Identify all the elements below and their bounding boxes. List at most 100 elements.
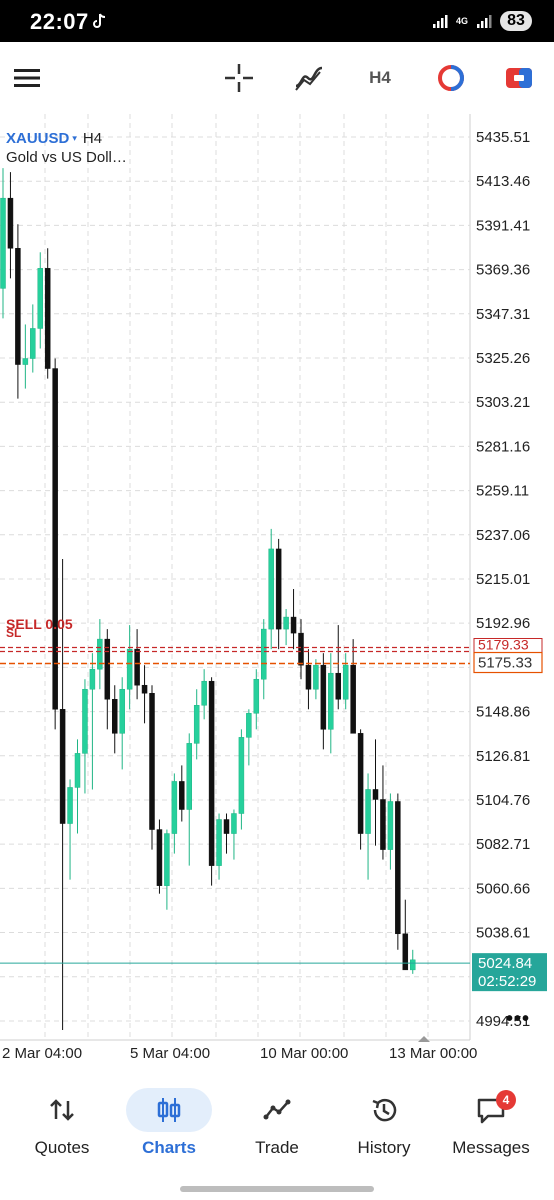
candle-bull: [246, 713, 252, 738]
candle-bull: [283, 616, 289, 630]
candle-bear: [134, 648, 140, 686]
price-axis-label: 5391.41: [476, 217, 530, 234]
candle-bear: [44, 268, 51, 369]
candle-bull: [22, 358, 29, 365]
price-axis-label: 5259.11: [476, 483, 529, 500]
nav-history[interactable]: History: [329, 1084, 439, 1174]
sell-order-label[interactable]: SELL 0.05: [6, 616, 73, 632]
one-click-trade-button[interactable]: [502, 58, 536, 98]
objects-icon: [438, 65, 464, 91]
candle-bull: [74, 753, 81, 788]
candle-bear: [156, 829, 163, 886]
nav-messages[interactable]: 4 Messages: [436, 1084, 546, 1174]
price-axis-label: 5369.36: [476, 262, 530, 279]
crosshair-button[interactable]: [222, 58, 256, 98]
nav-quotes-label: Quotes: [34, 1138, 90, 1157]
crosshair-icon: [225, 64, 253, 92]
quotes-icon: [50, 1099, 74, 1121]
price-axis-label: 5281.16: [476, 438, 530, 455]
candle-bull: [119, 688, 125, 734]
timeframe-button[interactable]: H4: [360, 58, 400, 98]
candle-bear: [275, 548, 282, 630]
candle-bull: [201, 680, 207, 706]
candle-bull: [193, 705, 200, 744]
indicator-icon: [295, 66, 323, 91]
price-axis-label: 5347.31: [476, 306, 530, 323]
candle-bear: [104, 638, 111, 700]
nav-history-label: History: [357, 1138, 411, 1157]
timeframe-label: H4: [369, 68, 391, 87]
candle-bull: [171, 781, 178, 834]
price-chart[interactable]: 5435.51 5413.46 5391.41 5369.36 5347.31 5325.…: [0, 114, 554, 1084]
more-options-icon[interactable]: •••: [505, 1008, 530, 1030]
candle-bear: [141, 684, 148, 694]
menu-button[interactable]: [10, 58, 44, 98]
time-axis-label: 2 Mar 04:00: [2, 1045, 82, 1062]
network-type: 4G: [455, 15, 468, 26]
current-price-box: [472, 953, 547, 992]
candle-bear: [112, 699, 118, 734]
candle-bear: [395, 801, 401, 935]
nav-charts[interactable]: Charts: [114, 1084, 224, 1174]
indicators-button[interactable]: [292, 58, 326, 98]
objects-button[interactable]: [434, 58, 468, 98]
chart-shift-icon: [418, 1036, 430, 1042]
time-axis-label: 5 Mar 04:00: [130, 1045, 210, 1062]
status-time: 22:07: [30, 9, 89, 34]
candle-bear: [305, 664, 312, 690]
price-axis-label: 5303.21: [476, 394, 530, 411]
chart-canvas[interactable]: 5435.51 5413.46 5391.41 5369.36 5347.31 5325.…: [0, 114, 554, 1084]
candle-bull: [97, 638, 103, 670]
menu-icon: [14, 69, 40, 87]
symbol-info[interactable]: XAUUSD ▾ H4 Gold vs US Doll…: [6, 130, 127, 166]
candle-bull: [89, 668, 96, 690]
order-price-label: 5175.33: [478, 655, 532, 672]
candle-bull: [238, 737, 245, 814]
candle-bear: [357, 733, 364, 834]
price-axis-label: 5325.26: [476, 350, 530, 367]
price-axis-label: 5038.61: [476, 925, 530, 942]
status-bar: 22:07 4G 83: [0, 0, 554, 42]
status-indicators: 4G 83: [432, 9, 532, 33]
messages-badge: 4: [496, 1090, 516, 1110]
nav-trade[interactable]: Trade: [222, 1084, 332, 1174]
candle-bull: [268, 548, 274, 630]
candle-bear: [208, 680, 215, 866]
candle-bull: [30, 328, 36, 359]
nav-quotes[interactable]: Quotes: [7, 1084, 117, 1174]
candle-bull: [328, 672, 334, 730]
candle-bull: [37, 268, 43, 329]
candle-bull: [126, 648, 133, 690]
candle-bear: [320, 664, 327, 730]
price-axis-label: 5413.46: [476, 173, 530, 190]
price-axis-label: 5060.66: [476, 880, 530, 897]
candle-bull: [231, 813, 237, 834]
price-axis-label: 5215.01: [476, 571, 530, 588]
time-axis-label: 10 Mar 00:00: [260, 1045, 348, 1062]
candle-bull: [410, 959, 416, 971]
candle-bull: [0, 197, 6, 289]
price-axis-label: 5435.51: [476, 129, 530, 146]
sl-price-label: 5179.33: [478, 636, 529, 652]
candle-bear: [179, 781, 185, 810]
nav-trade-label: Trade: [255, 1138, 299, 1157]
signal-icon-2: [477, 15, 492, 28]
candle-bull: [67, 787, 73, 824]
candle-bear: [52, 368, 58, 710]
nav-messages-label: Messages: [452, 1138, 530, 1157]
time-axis-label: 13 Mar 00:00: [389, 1045, 477, 1062]
chart-toolbar: H4: [0, 42, 554, 114]
stop-loss-label[interactable]: SL: [6, 626, 22, 640]
charts-icon: [157, 1098, 181, 1122]
candle-bear: [298, 632, 304, 666]
signal-icon: [432, 15, 448, 28]
tiktok-icon: [93, 13, 106, 28]
candle-bear: [290, 616, 297, 634]
home-indicator[interactable]: [180, 1186, 374, 1192]
symbol-name[interactable]: XAUUSD: [6, 130, 70, 147]
symbol-caret-icon[interactable]: ▾: [72, 133, 77, 143]
price-axis-label: 5192.96: [476, 615, 530, 632]
candle-bull: [216, 819, 222, 866]
price-axis-label: 5237.06: [476, 527, 530, 544]
